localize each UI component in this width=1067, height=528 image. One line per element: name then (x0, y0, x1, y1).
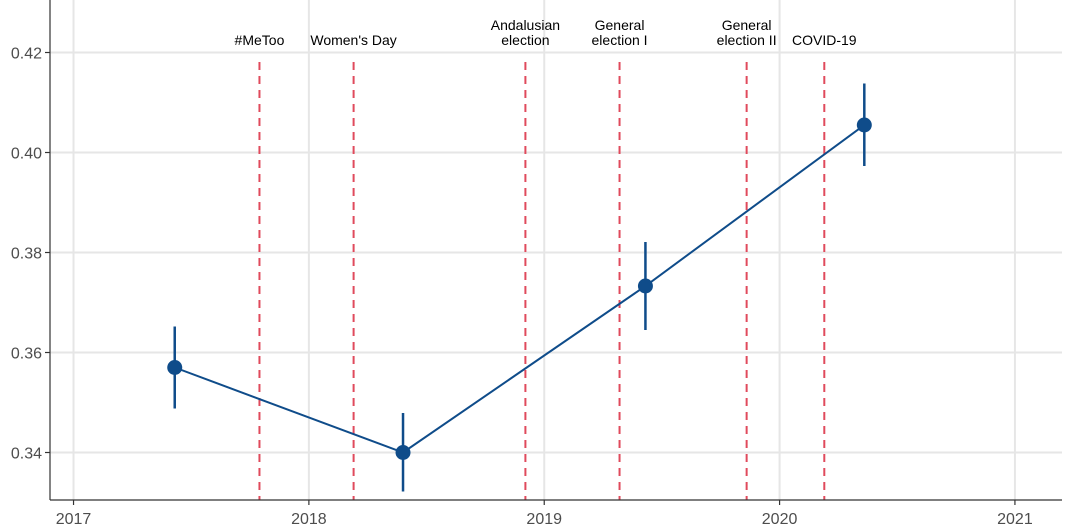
x-tick-label: 2018 (291, 511, 327, 528)
x-tick-label: 2017 (56, 511, 92, 528)
data-point (637, 278, 653, 294)
event-label: COVID-19 (792, 32, 857, 48)
event-label: election II (717, 32, 777, 48)
event-label: Women's Day (310, 32, 396, 48)
data-series (167, 83, 872, 492)
y-tick-label: 0.40 (11, 146, 42, 163)
y-tick-label: 0.38 (11, 246, 42, 263)
event-label: General (595, 17, 645, 33)
data-point (167, 360, 183, 375)
event-label: election I (592, 32, 648, 48)
event-label: Andalusian (491, 17, 560, 33)
data-point (395, 445, 411, 460)
x-tick-label: 2021 (997, 511, 1033, 528)
tick-labels: 2017 2018 2019 2020 2021 0.34 0.36 0.38 0.40 0.42 (11, 46, 1033, 528)
event-lines (258, 62, 826, 500)
series-line (174, 124, 865, 454)
y-tick-label: 0.34 (11, 446, 42, 463)
event-label: #MeToo (235, 32, 285, 48)
event-label: General (722, 17, 772, 33)
x-tick-label: 2019 (526, 511, 562, 528)
y-tick-label: 0.42 (11, 46, 42, 63)
y-tick-label: 0.36 (11, 346, 42, 363)
x-tick-label: 2020 (762, 511, 798, 528)
gridlines (50, 0, 1062, 500)
axes (45, 0, 1062, 505)
data-point (856, 117, 872, 133)
event-label: election (501, 32, 549, 48)
